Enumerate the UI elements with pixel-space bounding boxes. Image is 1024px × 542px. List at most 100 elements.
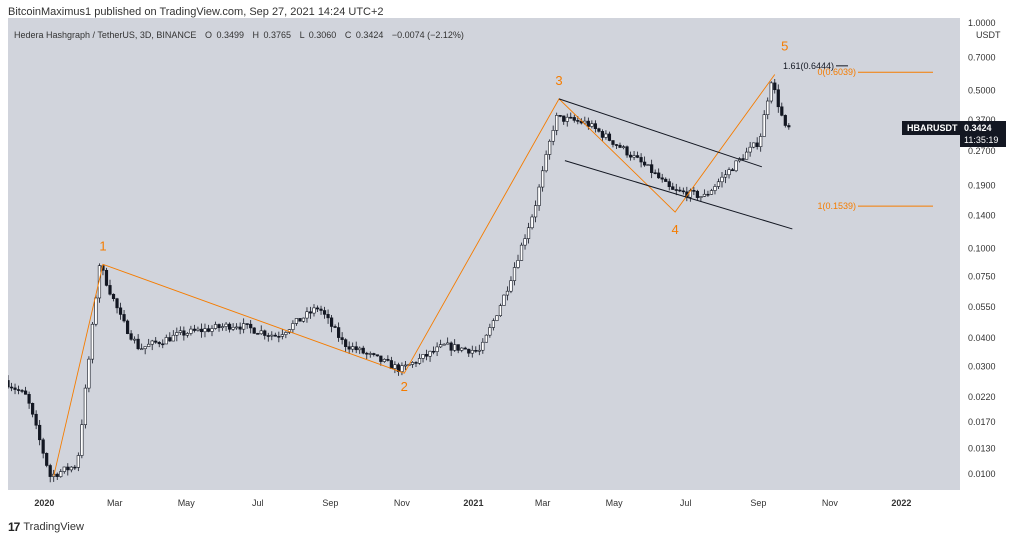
candle-body — [762, 114, 766, 137]
chart-area[interactable]: 1 2 3 4 5 1.61(0.6444) 0(0.6039) 1(0.1539) 1.00… — [8, 18, 1016, 514]
fib-level-label: 1.61(0.6444) — [783, 61, 834, 71]
candle-body — [16, 389, 21, 391]
candle-body — [396, 364, 401, 372]
candle-body — [213, 324, 218, 329]
candle-body — [301, 317, 306, 322]
candle-body — [326, 314, 330, 319]
legend-open-value: 0.3499 — [216, 30, 244, 40]
candle-body — [442, 343, 446, 346]
legend-close-label: C — [345, 30, 352, 40]
price-chart[interactable]: 1 2 3 4 5 1.61(0.6444)0(0.6039) 1(0.1539) 1.00… — [8, 18, 1016, 514]
candle-body — [625, 146, 629, 156]
candle-body — [210, 328, 214, 332]
plot-background — [8, 18, 960, 490]
candle-body — [143, 346, 147, 350]
candle-body — [104, 269, 109, 286]
candle-body — [389, 360, 393, 369]
candle-body — [632, 155, 636, 158]
candle-body — [551, 130, 555, 142]
candle-body — [150, 340, 154, 345]
candle-body — [368, 353, 372, 355]
candle-body — [13, 387, 17, 390]
candle-body — [45, 452, 49, 466]
legend-low-label: L — [300, 30, 305, 40]
candle-body — [576, 120, 580, 122]
candle-body — [720, 176, 724, 183]
candle-body — [245, 323, 249, 325]
candle-body — [23, 390, 28, 395]
candle-body — [502, 294, 506, 306]
candle-body — [565, 116, 569, 122]
candle-body — [773, 82, 777, 91]
wave-label: 5 — [781, 38, 788, 53]
candle-body — [583, 120, 587, 124]
price-tick-label: 0.0170 — [968, 417, 996, 427]
candle-body — [322, 310, 327, 315]
candle-body — [569, 116, 573, 119]
candle-body — [783, 115, 787, 126]
candle-body — [8, 380, 10, 388]
candle-body — [206, 328, 211, 332]
candle-body — [474, 350, 478, 352]
candle-body — [9, 386, 14, 389]
candle-body — [664, 178, 668, 182]
legend-open-label: O — [205, 30, 212, 40]
time-tick-label: Jul — [680, 498, 692, 508]
price-tick-label: 0.1900 — [968, 181, 996, 191]
candle-body — [706, 193, 710, 196]
time-tick-label: Sep — [750, 498, 766, 508]
candle-body — [147, 343, 151, 347]
candle-body — [351, 346, 355, 350]
candle-body — [727, 169, 731, 176]
candle-body — [315, 307, 320, 310]
candle-body — [572, 117, 576, 121]
candle-body — [361, 347, 365, 354]
symbol-price-tag[interactable]: HBARUSDT 0.3424 11:35:19 — [902, 121, 1006, 147]
legend-symbol: Hedera Hashgraph / TetherUS, 3D, BINANCE — [14, 30, 196, 40]
candle-body — [611, 140, 615, 145]
candle-body — [716, 181, 721, 187]
candle-body — [76, 455, 80, 468]
candle-body — [118, 307, 123, 315]
candle-body — [519, 244, 524, 261]
candlestick-series — [8, 78, 791, 483]
candle-body — [192, 328, 197, 331]
candle-body — [291, 323, 295, 330]
candle-body — [780, 106, 784, 116]
candle-body — [333, 326, 337, 328]
candle-body — [220, 326, 225, 329]
candle-body — [467, 348, 471, 354]
candle-body — [526, 227, 531, 239]
candle-body — [403, 364, 408, 367]
candle-body — [741, 158, 745, 160]
svg-text:Hedera Hashgraph / TetherUS, 3: Hedera Hashgraph / TetherUS, 3D, BINANCE… — [14, 30, 464, 40]
time-tick-label: Nov — [394, 498, 411, 508]
candle-body — [111, 293, 116, 299]
channel-lower-line[interactable] — [564, 160, 793, 230]
candle-body — [270, 334, 274, 337]
candle-body — [171, 334, 175, 342]
time-tick-label: Mar — [107, 498, 123, 508]
fib-level-label: 0(0.6039) — [817, 67, 856, 77]
candle-body — [558, 115, 562, 117]
candle-body — [298, 318, 302, 322]
candle-body — [164, 337, 168, 345]
candle-body — [55, 473, 59, 477]
candle-body — [417, 358, 422, 364]
bar-countdown-text: 11:35:19 — [964, 135, 998, 145]
time-axis[interactable]: 2020 Mar May Jul Sep Nov 2021 Mar May Jul Sep Nov 20… — [34, 498, 911, 508]
candle-body — [249, 323, 253, 329]
candle-body — [227, 323, 232, 330]
tradingview-logo[interactable]: 17 TradingView — [8, 520, 84, 534]
price-tick-label: 0.5000 — [968, 86, 996, 96]
candle-body — [491, 320, 495, 328]
price-tick-label: 1.0000 — [968, 18, 996, 28]
candle-body — [34, 413, 38, 426]
price-axis[interactable]: 1.0000 0.7000 0.5000 0.3700 0.2700 0.1900 0.14… — [968, 18, 996, 479]
elliott-wave-line[interactable] — [53, 74, 776, 477]
candle-body — [273, 334, 277, 337]
candle-body — [516, 260, 520, 268]
channel-upper-line[interactable] — [558, 98, 763, 168]
candle-body — [414, 362, 418, 364]
candle-body — [90, 323, 95, 360]
